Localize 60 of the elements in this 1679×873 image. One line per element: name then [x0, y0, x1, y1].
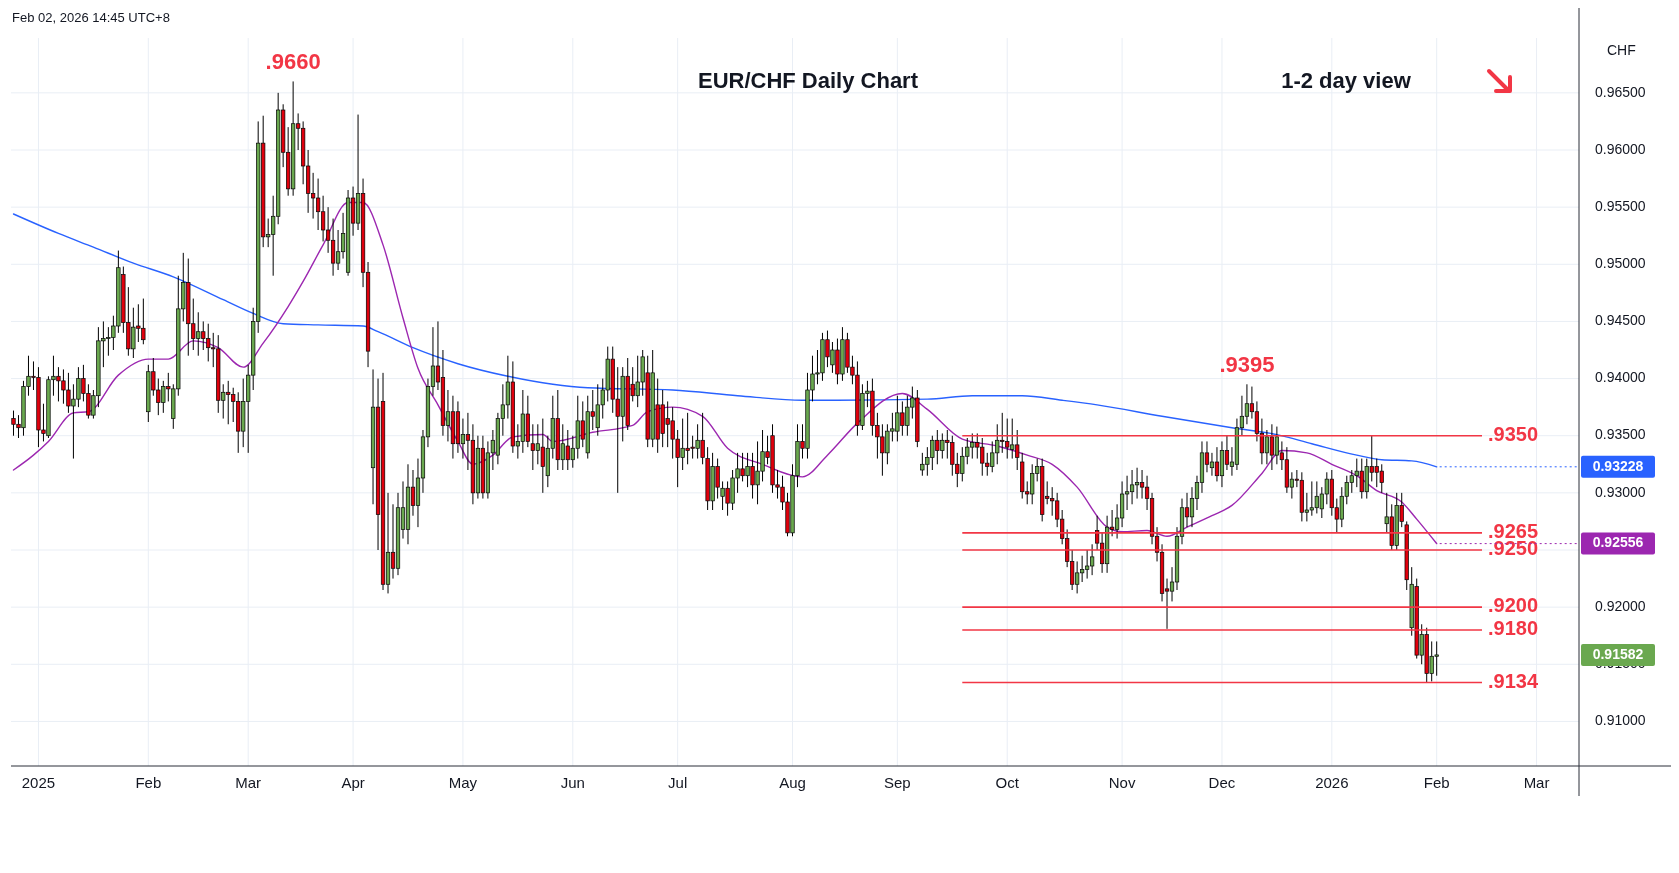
text: 1-2 day view — [1281, 68, 1412, 93]
text: Feb 02, 2026 14:45 UTC+8 — [12, 10, 170, 25]
candlestick — [380, 372, 386, 591]
y-tick-label: 0.95500 — [1595, 197, 1646, 214]
candlestick — [440, 349, 446, 437]
data-label: 0.92556 — [1592, 534, 1644, 551]
y-tick-label: 0.96500 — [1595, 83, 1646, 100]
text: 0.91582 — [1592, 645, 1644, 662]
candlestick — [405, 463, 411, 545]
x-tick-label: Dec — [1208, 774, 1236, 791]
x-tick-label: Nov — [1108, 774, 1136, 791]
candlestick — [1244, 383, 1250, 425]
x-tick-label: Apr — [341, 774, 365, 791]
candlestick — [470, 423, 476, 505]
y-tick-label: 0.91000 — [1595, 712, 1646, 729]
x-tick-label: 2025 — [21, 774, 56, 791]
ref-line-label: .9180 — [1488, 617, 1539, 640]
y-tick-label: 0.92000 — [1595, 597, 1646, 614]
y-tick-label: 0.93000 — [1595, 483, 1646, 500]
x-tick-label: Aug — [779, 774, 806, 791]
data-label: 0.93228 — [1592, 457, 1644, 474]
x-tick-label: Jul — [668, 774, 688, 791]
x-tick-label: Oct — [995, 774, 1020, 791]
y-tick-label: 0.94000 — [1595, 369, 1646, 386]
candlestick — [335, 229, 341, 271]
candlestick — [1209, 452, 1215, 477]
x-tick-label: Feb — [135, 774, 162, 791]
candlestick — [1404, 520, 1409, 591]
candlestick — [395, 492, 401, 576]
y-tick-label: 0.94500 — [1595, 312, 1646, 329]
candlestick — [1214, 446, 1220, 482]
candlestick — [1119, 480, 1125, 528]
x-tick-label: Jun — [560, 774, 585, 791]
annotation: .9395 — [1219, 352, 1275, 378]
x-tick-label: May — [448, 774, 478, 791]
candlestick — [1189, 486, 1195, 528]
candlestick — [1139, 469, 1145, 500]
x-tick-label: Feb — [1423, 774, 1450, 791]
ref-line-label: .9200 — [1488, 594, 1539, 617]
candlestick — [1234, 418, 1240, 471]
y-tick-label: 0.95000 — [1595, 254, 1646, 271]
candlestick — [455, 400, 461, 454]
candlestick — [330, 218, 336, 277]
candlestick — [450, 395, 456, 460]
x-tick-label: 2026 — [1315, 774, 1349, 791]
y-tick-label: 0.96000 — [1595, 140, 1646, 157]
x-tick-label: Sep — [884, 774, 911, 791]
y-tick-label: 0.93500 — [1595, 426, 1646, 443]
candlestick — [1219, 440, 1225, 488]
x-tick-label: Mar — [235, 774, 262, 791]
candlestick — [345, 189, 351, 277]
ref-line-label: .9250 — [1488, 537, 1539, 560]
text: EUR/CHF Daily Chart — [697, 68, 919, 93]
y-axis-title: CHF — [1607, 42, 1636, 58]
ref-line-label: .9350 — [1488, 423, 1539, 445]
x-tick-label: Mar — [1523, 774, 1550, 791]
candlestick — [1129, 469, 1135, 505]
annotation: .9660 — [265, 49, 321, 75]
ref-line-label: .9134 — [1488, 669, 1539, 692]
candlestick — [1134, 467, 1140, 500]
